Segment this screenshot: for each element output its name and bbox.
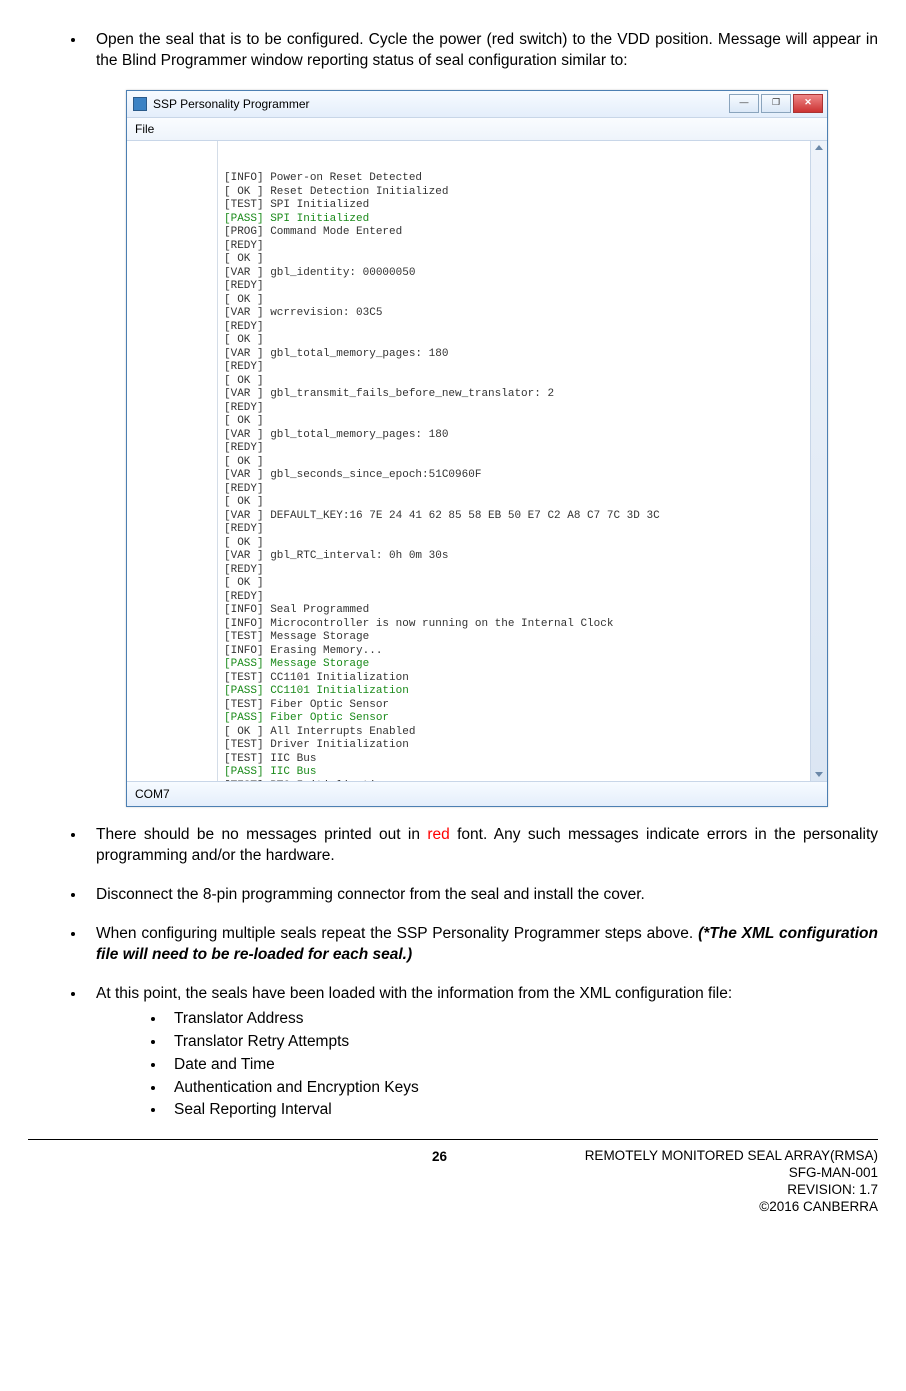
log-line: [VAR ] DEFAULT_KEY:16 7E 24 41 62 85 58 …: [224, 510, 821, 524]
log-line: [VAR ] gbl_RTC_interval: 0h 0m 30s: [224, 550, 821, 564]
log-line: [TEST] SPI Initialized: [224, 199, 821, 213]
left-panel: [127, 141, 218, 781]
log-line: [INFO] Power-on Reset Detected: [224, 172, 821, 186]
log-line: [TEST] IIC Bus: [224, 753, 821, 767]
bullet-no-red: There should be no messages printed out …: [86, 825, 878, 867]
log-line: [ OK ]: [224, 496, 821, 510]
menubar: File: [127, 118, 827, 141]
log-line: [REDY]: [224, 321, 821, 335]
log-line: [ OK ]: [224, 375, 821, 389]
log-line: [TEST] Message Storage: [224, 631, 821, 645]
log-line: [PASS] IIC Bus: [224, 766, 821, 780]
maximize-button[interactable]: ❐: [761, 94, 791, 113]
sub-auth-keys: Authentication and Encryption Keys: [166, 1078, 878, 1099]
statusbar: COM7: [127, 781, 827, 806]
log-line: [REDY]: [224, 280, 821, 294]
close-button[interactable]: ✕: [793, 94, 823, 113]
sub-translator-address: Translator Address: [166, 1009, 878, 1030]
log-line: [ OK ]: [224, 537, 821, 551]
log-line: [REDY]: [224, 523, 821, 537]
page-number: 26: [28, 1148, 459, 1216]
bullet-multiple-seals: When configuring multiple seals repeat t…: [86, 924, 878, 966]
sub-retry-attempts: Translator Retry Attempts: [166, 1032, 878, 1053]
log-line: [VAR ] gbl_seconds_since_epoch:51C0960F: [224, 469, 821, 483]
log-line: [PROG] Command Mode Entered: [224, 226, 821, 240]
menu-file[interactable]: File: [135, 122, 154, 136]
log-line: [TEST] Fiber Optic Sensor: [224, 699, 821, 713]
log-line: [REDY]: [224, 591, 821, 605]
app-icon: [133, 97, 147, 111]
log-line: [REDY]: [224, 361, 821, 375]
log-line: [ OK ]: [224, 253, 821, 267]
log-output: [INFO] Power-on Reset Detected[ OK ] Res…: [218, 141, 827, 781]
window-titlebar[interactable]: SSP Personality Programmer — ❐ ✕: [127, 91, 827, 118]
log-line: [REDY]: [224, 442, 821, 456]
bullet-loaded-info: At this point, the seals have been loade…: [86, 984, 878, 1122]
footer-revision: REVISION: 1.7: [459, 1182, 878, 1199]
bullet-text: Open the seal that is to be configured. …: [96, 31, 878, 69]
log-line: [REDY]: [224, 402, 821, 416]
red-word: red: [427, 826, 449, 843]
log-line: [REDY]: [224, 240, 821, 254]
footer-doc-id: SFG-MAN-001: [459, 1165, 878, 1182]
bullet-open-seal: Open the seal that is to be configured. …: [86, 30, 878, 72]
log-line: [PASS] Message Storage: [224, 658, 821, 672]
log-line: [TEST] CC1101 Initialization: [224, 672, 821, 686]
footer-doc-title: REMOTELY MONITORED SEAL ARRAY(RMSA): [459, 1148, 878, 1165]
log-line: [ OK ]: [224, 456, 821, 470]
log-line: [ OK ] Reset Detection Initialized: [224, 186, 821, 200]
log-line: [VAR ] gbl_total_memory_pages: 180: [224, 429, 821, 443]
status-com-port: COM7: [135, 787, 170, 801]
minimize-button[interactable]: —: [729, 94, 759, 113]
log-line: [PASS] CC1101 Initialization: [224, 685, 821, 699]
log-line: [PASS] SPI Initialized: [224, 213, 821, 227]
log-line: [ OK ]: [224, 294, 821, 308]
log-line: [VAR ] wcrrevision: 03C5: [224, 307, 821, 321]
log-line: [VAR ] gbl_transmit_fails_before_new_tra…: [224, 388, 821, 402]
log-line: [VAR ] gbl_identity: 00000050: [224, 267, 821, 281]
ssp-programmer-window: SSP Personality Programmer — ❐ ✕ File [I…: [126, 90, 828, 807]
sub-reporting-interval: Seal Reporting Interval: [166, 1100, 878, 1121]
bullet-disconnect: Disconnect the 8-pin programming connect…: [86, 885, 878, 906]
log-line: [INFO] Microcontroller is now running on…: [224, 618, 821, 632]
footer-copyright: ©2016 CANBERRA: [459, 1199, 878, 1216]
log-line: [REDY]: [224, 483, 821, 497]
sub-date-time: Date and Time: [166, 1055, 878, 1076]
log-line: [INFO] Erasing Memory...: [224, 645, 821, 659]
log-line: [TEST] RTC Initialization: [224, 780, 821, 782]
log-line: [INFO] Seal Programmed: [224, 604, 821, 618]
log-line: [ OK ]: [224, 415, 821, 429]
log-line: [PASS] Fiber Optic Sensor: [224, 712, 821, 726]
log-line: [ OK ]: [224, 334, 821, 348]
window-title: SSP Personality Programmer: [153, 96, 729, 112]
log-line: [TEST] Driver Initialization: [224, 739, 821, 753]
log-line: [ OK ]: [224, 577, 821, 591]
log-line: [REDY]: [224, 564, 821, 578]
log-line: [ OK ] All Interrupts Enabled: [224, 726, 821, 740]
page-footer: 26 REMOTELY MONITORED SEAL ARRAY(RMSA) S…: [28, 1148, 878, 1216]
log-line: [VAR ] gbl_total_memory_pages: 180: [224, 348, 821, 362]
scrollbar-vertical[interactable]: [810, 141, 827, 781]
footer-divider: [28, 1139, 878, 1140]
